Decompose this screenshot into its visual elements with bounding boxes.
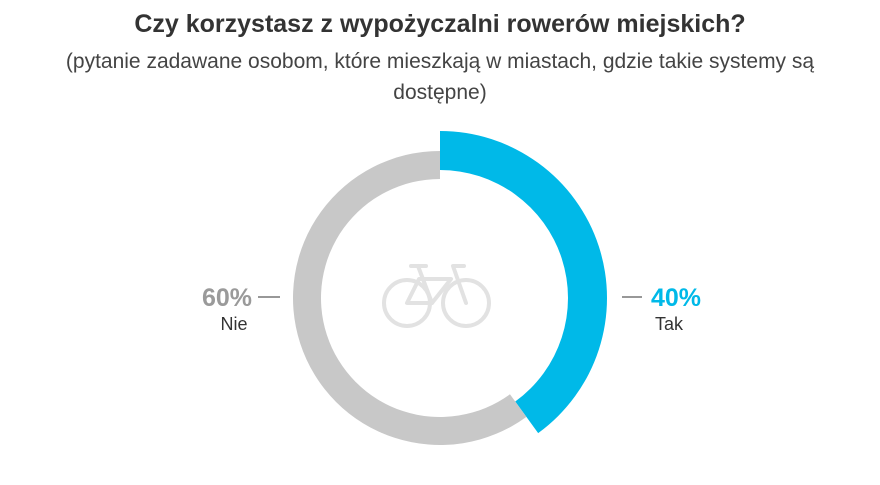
category-label-nie: Nie xyxy=(220,314,247,334)
slice-nie xyxy=(292,151,527,445)
category-label-tak: Tak xyxy=(655,314,684,334)
slice-tak xyxy=(440,131,607,434)
chart-subtitle: (pytanie zadawane osobom, które mieszkaj… xyxy=(65,50,815,104)
value-label-nie: 60% xyxy=(202,284,252,312)
value-label-tak: 40% xyxy=(651,284,701,312)
chart-title: Czy korzystasz z wypożyczalni rowerów mi… xyxy=(134,10,746,38)
bicycle-icon xyxy=(382,264,491,328)
